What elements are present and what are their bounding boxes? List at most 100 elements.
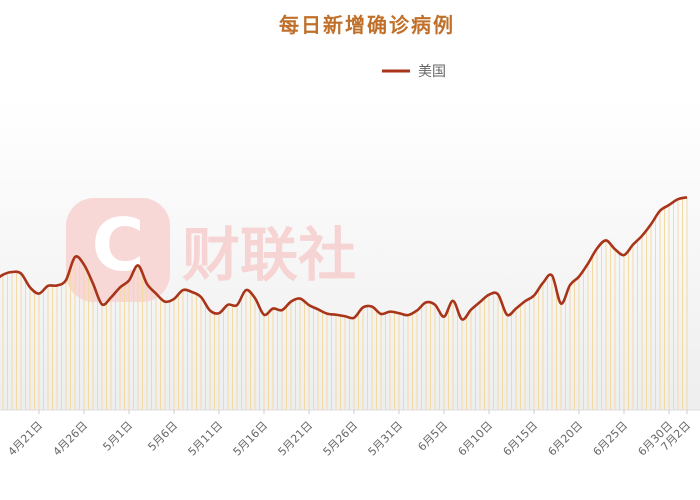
line-layer (0, 193, 691, 323)
data-point[interactable] (188, 288, 196, 296)
data-point[interactable] (296, 295, 304, 303)
data-point[interactable] (521, 297, 529, 305)
data-point[interactable] (35, 290, 43, 298)
data-point[interactable] (62, 276, 70, 284)
data-point[interactable] (413, 306, 421, 314)
data-point[interactable] (350, 314, 358, 322)
data-point[interactable] (332, 311, 340, 319)
x-tick-label: 4月21日 (6, 419, 46, 459)
data-point[interactable] (359, 303, 367, 311)
x-tick-label: 6月10日 (456, 419, 496, 459)
data-point[interactable] (107, 293, 115, 301)
data-point[interactable] (674, 195, 682, 203)
data-point[interactable] (116, 283, 124, 291)
data-point[interactable] (314, 305, 322, 313)
data-point[interactable] (242, 286, 250, 294)
x-tick-label: 5月6日 (145, 419, 180, 454)
data-point[interactable] (26, 283, 34, 291)
data-point[interactable] (251, 294, 259, 302)
data-point[interactable] (548, 271, 556, 279)
data-point[interactable] (287, 298, 295, 306)
data-point[interactable] (404, 311, 412, 319)
data-point[interactable] (665, 201, 673, 209)
data-point[interactable] (53, 281, 61, 289)
data-point[interactable] (440, 313, 448, 321)
data-point[interactable] (449, 297, 457, 305)
data-point[interactable] (134, 261, 142, 269)
data-point[interactable] (224, 301, 232, 309)
data-point[interactable] (557, 300, 565, 308)
x-tick-label: 5月16日 (231, 419, 271, 459)
data-point[interactable] (530, 291, 538, 299)
data-point[interactable] (629, 241, 637, 249)
data-point[interactable] (593, 245, 601, 253)
legend[interactable]: 美国 (382, 64, 446, 80)
data-point[interactable] (179, 286, 187, 294)
x-tick-label: 4月26日 (51, 419, 91, 459)
x-tick-label: 5月26日 (321, 419, 361, 459)
data-point[interactable] (197, 293, 205, 301)
data-point[interactable] (125, 276, 133, 284)
x-tick-label: 6月25日 (591, 419, 631, 459)
series-line-usa (0, 196, 688, 321)
data-point[interactable] (395, 309, 403, 317)
data-point[interactable] (656, 207, 664, 215)
data-point[interactable] (368, 303, 376, 311)
data-point[interactable] (143, 280, 151, 288)
x-tick-label: 6月20日 (546, 419, 586, 459)
chart-title: 每日新增确诊病例 (279, 13, 455, 37)
data-point[interactable] (431, 301, 439, 309)
data-point[interactable] (17, 270, 25, 278)
data-point[interactable] (503, 311, 511, 319)
data-point[interactable] (458, 315, 466, 323)
data-point[interactable] (206, 306, 214, 314)
data-point[interactable] (584, 260, 592, 268)
data-point[interactable] (476, 298, 484, 306)
data-point[interactable] (485, 291, 493, 299)
data-point[interactable] (566, 281, 574, 289)
data-point[interactable] (305, 301, 313, 309)
data-point[interactable] (494, 290, 502, 298)
legend-item-label: 美国 (418, 64, 446, 80)
data-point[interactable] (152, 290, 160, 298)
data-point[interactable] (161, 298, 169, 306)
data-point[interactable] (278, 306, 286, 314)
x-tick-label: 6月5日 (415, 419, 450, 454)
data-point[interactable] (575, 273, 583, 281)
data-point[interactable] (71, 253, 79, 261)
data-point[interactable] (467, 306, 475, 314)
x-tick-label: 5月21日 (276, 419, 316, 459)
data-point[interactable] (422, 298, 430, 306)
data-point[interactable] (647, 220, 655, 228)
data-point[interactable] (638, 232, 646, 240)
watermark-glyph: C (92, 203, 145, 287)
data-point[interactable] (683, 193, 691, 201)
data-point[interactable] (341, 312, 349, 320)
x-tick-label: 5月1日 (100, 419, 135, 454)
data-point[interactable] (611, 245, 619, 253)
data-point[interactable] (539, 279, 547, 287)
x-tick-label: 5月11日 (186, 419, 226, 459)
stems-layer (0, 197, 700, 411)
data-point[interactable] (170, 295, 178, 303)
data-point[interactable] (620, 251, 628, 259)
x-axis-ticks: 4月16日4月21日4月26日5月1日5月6日5月11日5月16日5月21日5月… (0, 410, 693, 459)
data-point[interactable] (386, 308, 394, 316)
x-tick-label: 5月31日 (366, 419, 406, 459)
data-point[interactable] (260, 311, 268, 319)
data-point[interactable] (89, 280, 97, 288)
data-point[interactable] (323, 310, 331, 318)
data-point[interactable] (8, 268, 16, 276)
data-point[interactable] (377, 310, 385, 318)
data-point[interactable] (80, 261, 88, 269)
data-point[interactable] (512, 305, 520, 313)
data-point[interactable] (602, 236, 610, 244)
data-point[interactable] (44, 282, 52, 290)
watermark-text: 财联社 (182, 221, 356, 289)
data-point[interactable] (269, 305, 277, 313)
data-point[interactable] (233, 301, 241, 309)
data-point[interactable] (215, 309, 223, 317)
data-point[interactable] (98, 300, 106, 308)
x-tick-label: 6月15日 (501, 419, 541, 459)
